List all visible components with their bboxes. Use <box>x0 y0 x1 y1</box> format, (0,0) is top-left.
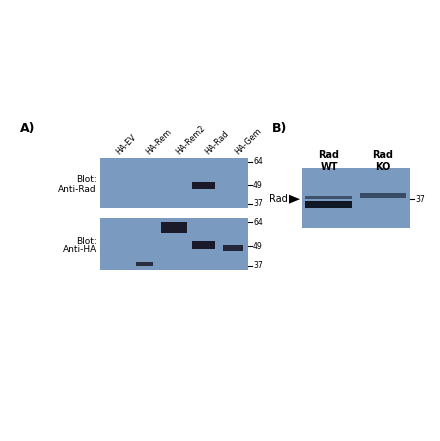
Text: Rad
WT: Rad WT <box>319 150 340 172</box>
Bar <box>192 241 215 249</box>
Text: HA-Rem2: HA-Rem2 <box>174 123 207 156</box>
Text: 37: 37 <box>253 262 263 270</box>
Text: HA-Gem: HA-Gem <box>233 126 264 156</box>
Bar <box>304 196 352 199</box>
Bar <box>100 158 248 208</box>
Text: 37: 37 <box>253 199 263 209</box>
Text: A): A) <box>20 122 36 135</box>
Bar <box>302 168 410 228</box>
Text: HA-EV: HA-EV <box>115 132 139 156</box>
Text: B): B) <box>272 122 287 135</box>
Bar <box>136 262 153 266</box>
Bar <box>360 193 406 198</box>
Text: HA-Rem: HA-Rem <box>144 127 173 156</box>
Text: 64: 64 <box>253 157 263 167</box>
Bar <box>223 245 243 251</box>
Text: Rad: Rad <box>269 194 288 204</box>
Text: HA-Rad: HA-Rad <box>204 129 231 156</box>
Text: Blot:: Blot: <box>76 236 97 246</box>
Text: 64: 64 <box>253 218 263 227</box>
Text: Anti-HA: Anti-HA <box>63 246 97 254</box>
Bar <box>100 218 248 270</box>
Text: Rad
KO: Rad KO <box>373 150 393 172</box>
Bar <box>192 182 216 189</box>
Text: Anti-Rad: Anti-Rad <box>59 184 97 194</box>
Text: 37: 37 <box>415 194 425 204</box>
Polygon shape <box>289 194 300 204</box>
Bar <box>304 201 352 208</box>
Text: 49: 49 <box>253 181 263 190</box>
Text: Blot:: Blot: <box>76 176 97 184</box>
Text: 49: 49 <box>253 242 263 251</box>
Bar <box>161 221 187 232</box>
